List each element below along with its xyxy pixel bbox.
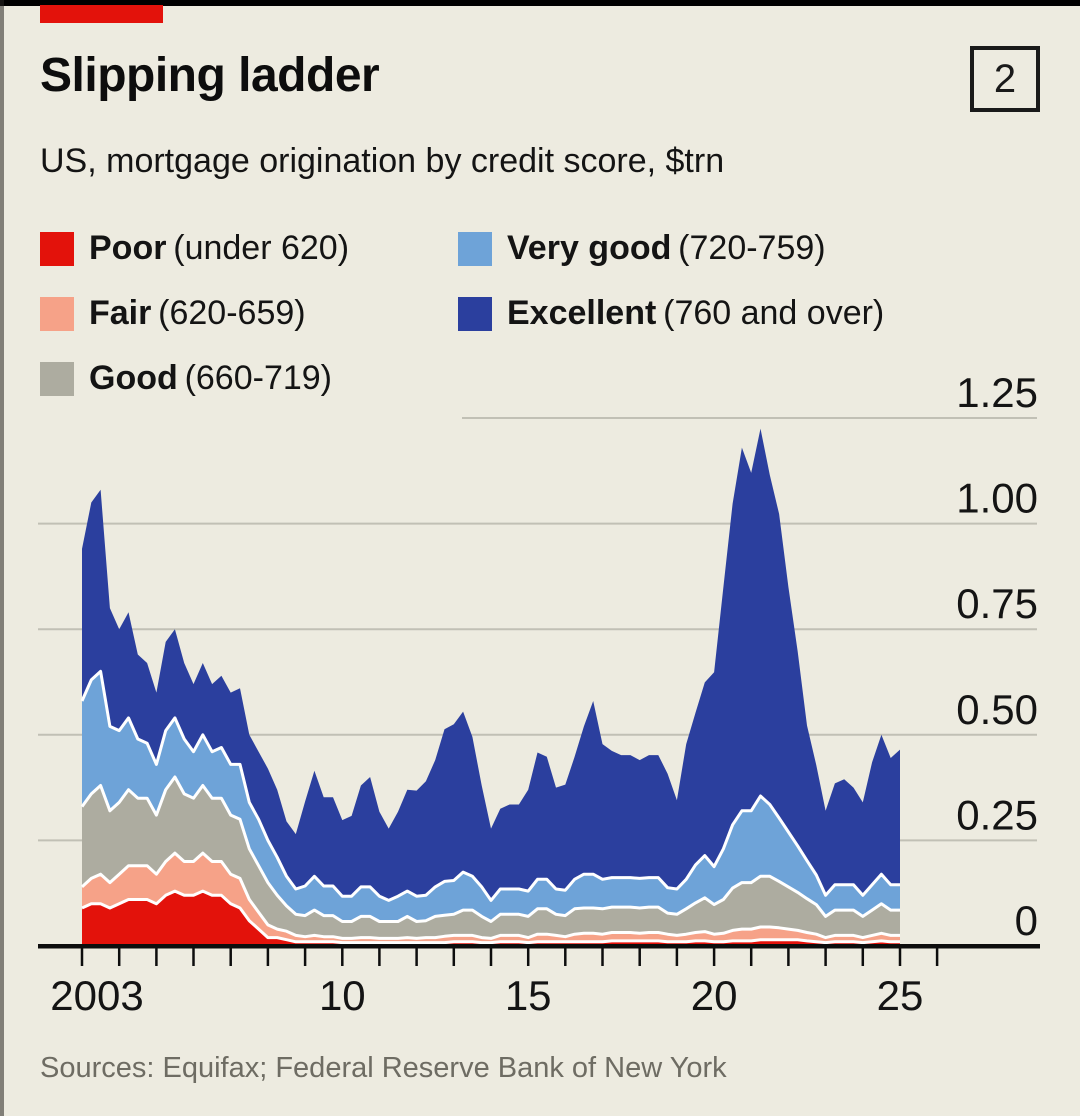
legend-swatch-good xyxy=(40,361,74,396)
left-border-strip xyxy=(0,0,4,1116)
legend-label-good: Good (660-719) xyxy=(89,359,332,397)
band-separator-0 xyxy=(81,889,900,945)
band-separator-2 xyxy=(80,775,900,923)
area-series-poor xyxy=(82,891,900,946)
figure-number-box: 2 xyxy=(970,46,1040,112)
y-axis-label-1.00: 1.00 xyxy=(956,475,1038,522)
x-axis-label-2010: 10 xyxy=(319,972,366,1019)
legend-label-very-good: Very good (720-759) xyxy=(507,229,826,267)
legend-swatch-excellent xyxy=(458,296,492,331)
chart-title: Slipping ladder xyxy=(40,49,380,102)
legend-item-fair: Fair (620-659) xyxy=(40,294,306,333)
brand-red-tag xyxy=(40,5,163,23)
y-axis-label-0.25: 0.25 xyxy=(956,791,1038,838)
legend-item-good: Good (660-719) xyxy=(40,359,332,398)
top-border-strip xyxy=(0,0,1080,6)
band-separator-3 xyxy=(80,669,900,902)
chart-subtitle: US, mortgage origination by credit score… xyxy=(40,142,725,180)
legend-swatch-fair xyxy=(40,296,74,331)
legend-label-fair: Fair (620-659) xyxy=(89,294,306,332)
legend-label-excellent: Excellent (760 and over) xyxy=(507,294,885,332)
area-series-excellent xyxy=(82,428,900,947)
x-axis-label-2025: 25 xyxy=(877,972,924,1019)
legend: Poor (under 620) Fair (620-659) Good (660-… xyxy=(0,0,1080,410)
x-axis-line xyxy=(38,944,1040,949)
x-axis-label-2015: 15 xyxy=(505,972,552,1019)
legend-swatch-very-good xyxy=(458,231,492,266)
legend-label-poor: Poor (under 620) xyxy=(89,229,350,267)
x-axis-label-2020: 20 xyxy=(691,972,738,1019)
x-axis-label-2003: 2003 xyxy=(50,972,143,1019)
y-axis-label-1.25: 1.25 xyxy=(956,369,1038,416)
legend-item-excellent: Excellent (760 and over) xyxy=(458,294,884,333)
legend-swatch-poor xyxy=(40,231,74,266)
y-axis-label-0: 0 xyxy=(1015,897,1038,944)
y-axis-label-0.75: 0.75 xyxy=(956,580,1038,627)
y-axis-label-0.50: 0.50 xyxy=(956,686,1038,733)
legend-item-very-good: Very good (720-759) xyxy=(458,229,826,268)
figure-number: 2 xyxy=(993,56,1017,101)
source-line: Sources: Equifax; Federal Reserve Bank o… xyxy=(40,1052,727,1084)
legend-item-poor: Poor (under 620) xyxy=(40,229,349,268)
band-separator-1 xyxy=(80,851,900,940)
